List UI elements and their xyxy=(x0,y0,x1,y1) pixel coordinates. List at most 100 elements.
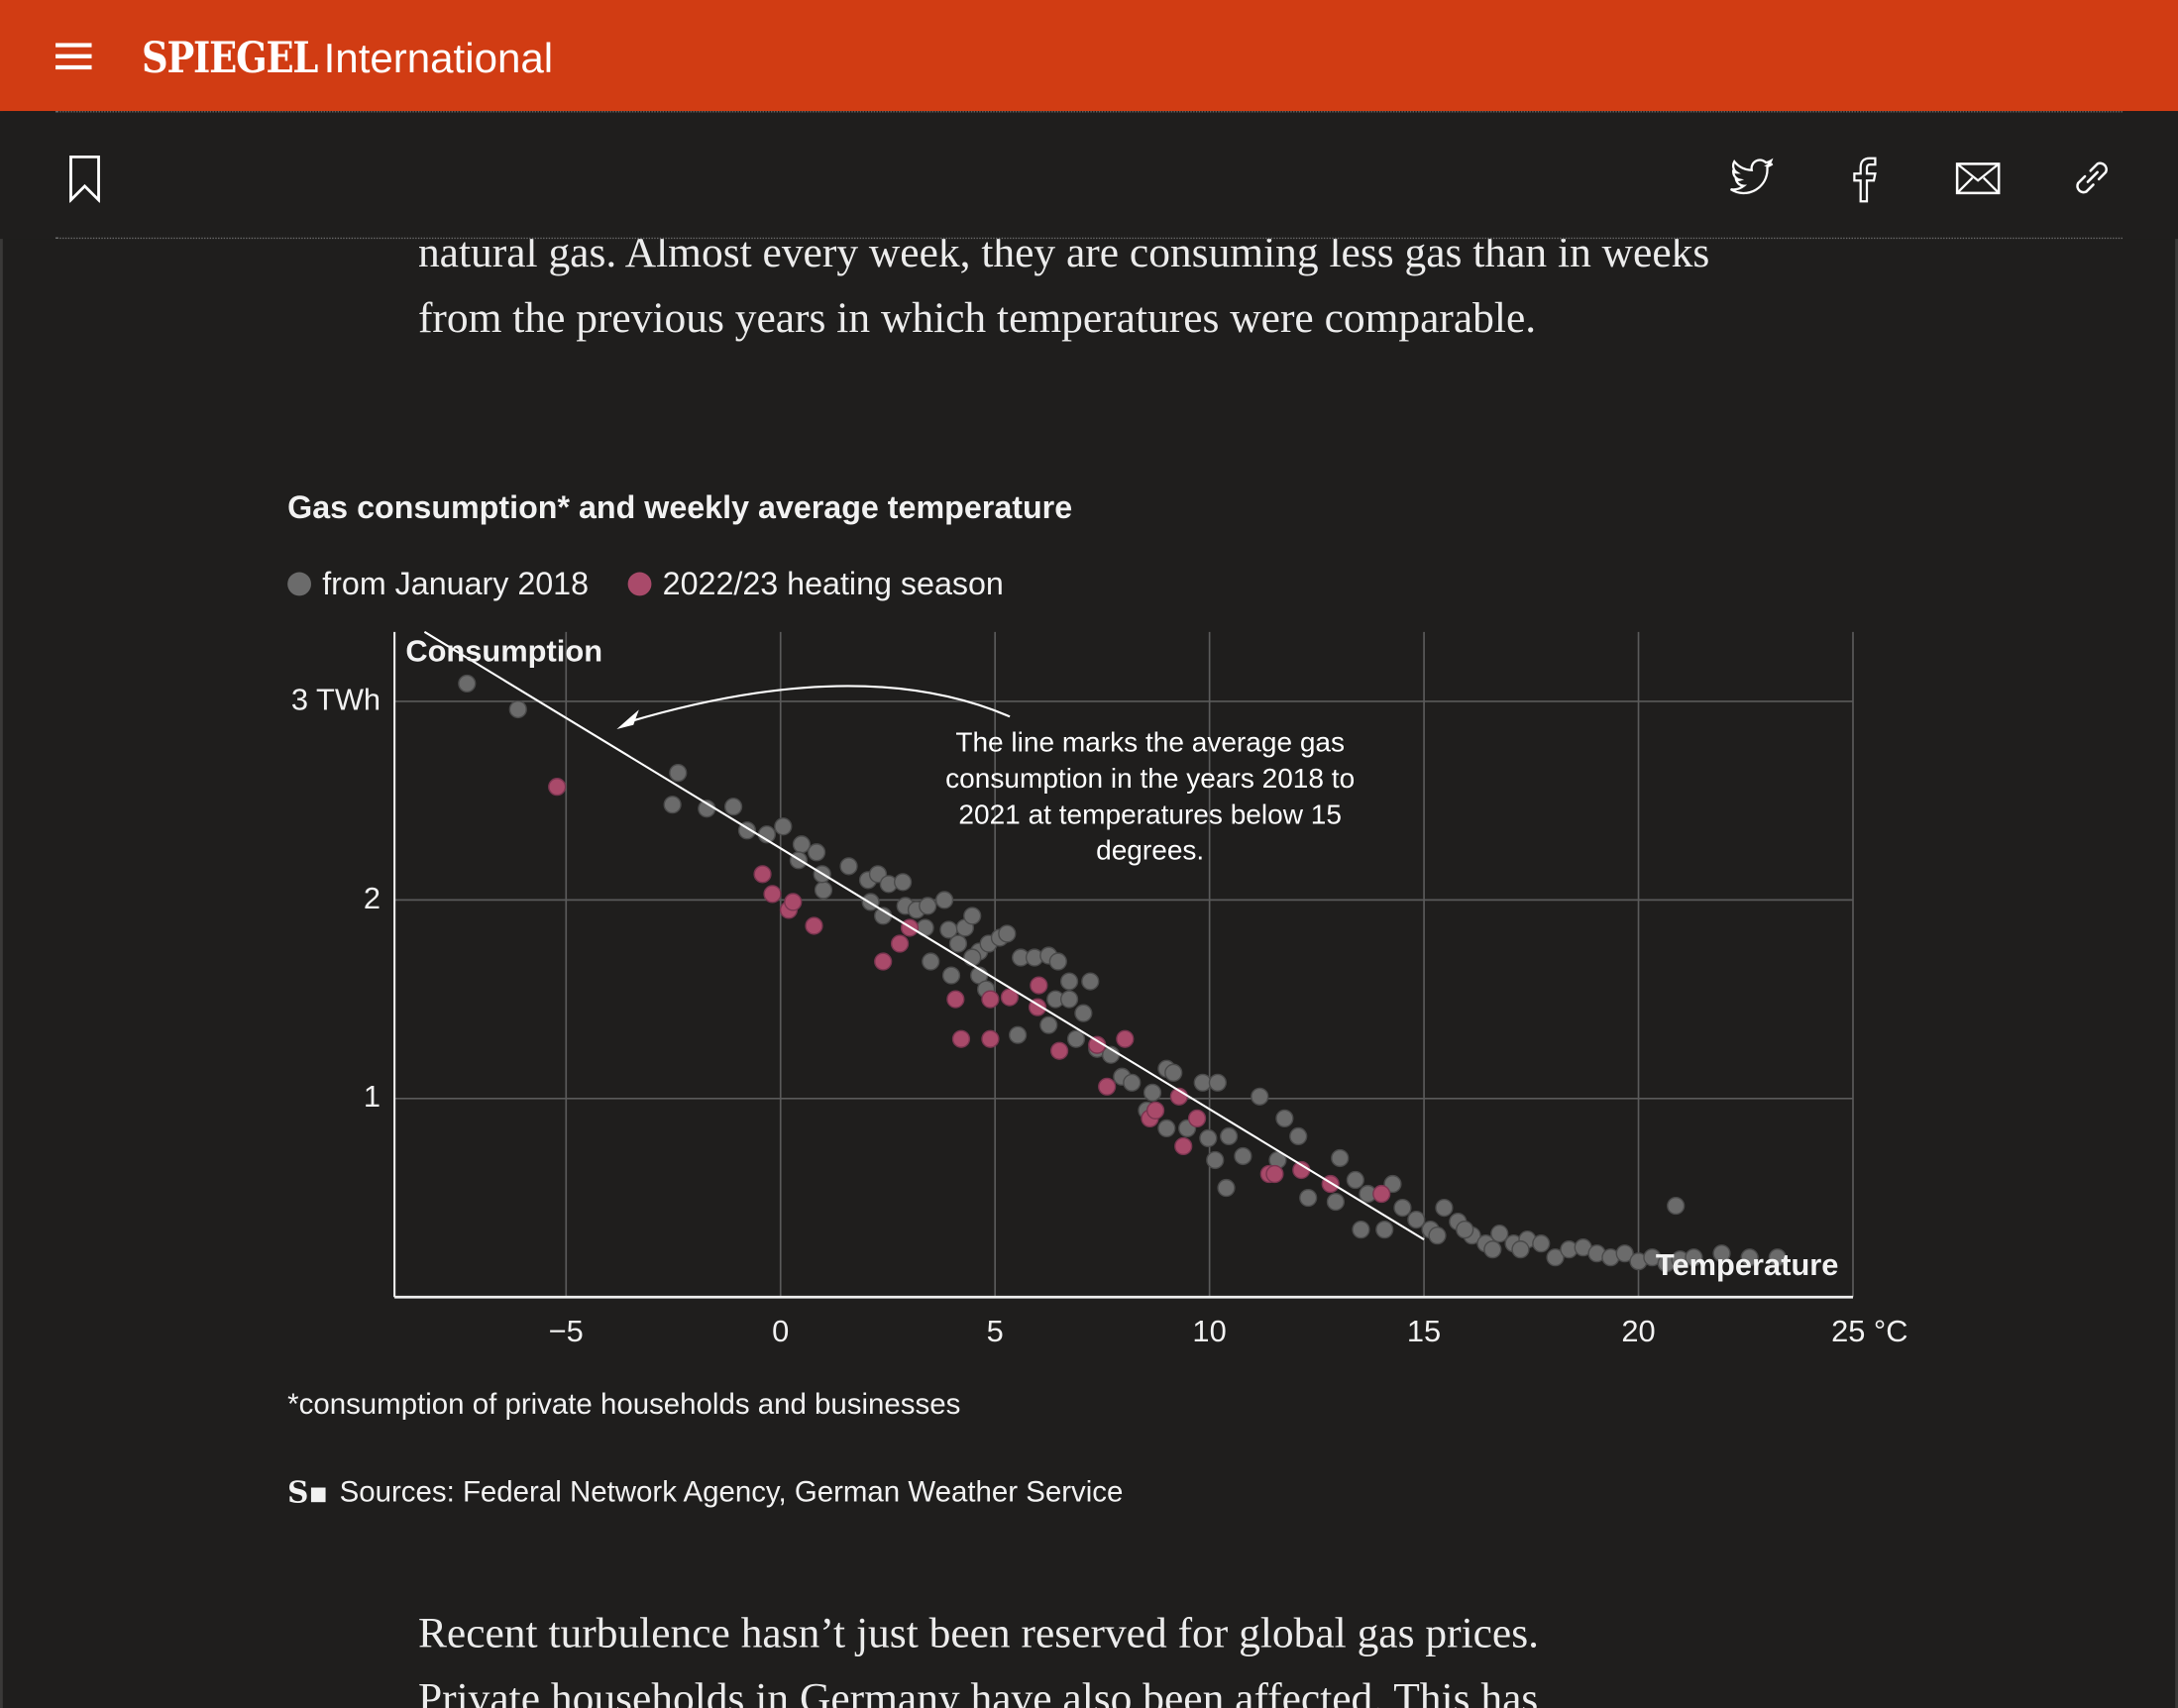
data-point-2022 xyxy=(805,916,823,935)
data-point-2018 xyxy=(1511,1240,1530,1259)
data-point-2018 xyxy=(774,817,793,836)
legend-label: 2022/23 heating season xyxy=(662,565,1004,601)
x-tick-label: 15 xyxy=(1406,1314,1442,1349)
data-point-2018 xyxy=(1066,1029,1086,1048)
data-point-2018 xyxy=(1143,1083,1162,1102)
chart-footnote: *consumption of private households and b… xyxy=(287,1388,961,1422)
data-point-2022 xyxy=(1187,1109,1207,1127)
data-point-2018 xyxy=(1059,972,1079,991)
data-point-2022 xyxy=(951,1029,971,1048)
y-tick-label: 3 TWh xyxy=(290,682,381,717)
data-point-2018 xyxy=(1490,1225,1509,1243)
data-point-2022 xyxy=(753,865,772,884)
data-point-2018 xyxy=(919,897,937,915)
data-point-2018 xyxy=(807,843,826,862)
twitter-icon[interactable] xyxy=(1726,153,1776,202)
data-point-2022 xyxy=(1098,1077,1117,1096)
data-point-2018 xyxy=(792,835,812,854)
facebook-icon[interactable] xyxy=(1839,153,1889,203)
section-name[interactable]: International xyxy=(323,36,554,82)
data-point-2018 xyxy=(1039,1015,1058,1034)
data-point-2018 xyxy=(1074,1004,1093,1022)
data-point-2018 xyxy=(1346,1170,1364,1190)
data-point-2018 xyxy=(934,891,954,909)
data-point-2018 xyxy=(1435,1198,1454,1218)
data-point-2022 xyxy=(946,990,965,1009)
mail-icon[interactable] xyxy=(1953,153,2003,202)
data-point-2022 xyxy=(1000,988,1020,1007)
data-point-2018 xyxy=(1009,1025,1028,1044)
legend-label: from January 2018 xyxy=(322,565,590,601)
data-point-2022 xyxy=(981,1029,1000,1048)
data-point-2018 xyxy=(663,796,682,814)
hamburger-icon[interactable] xyxy=(55,43,92,70)
x-tick-label: 10 xyxy=(1192,1314,1227,1349)
legend-swatch xyxy=(287,572,312,596)
data-point-2018 xyxy=(1428,1227,1447,1245)
data-point-2018 xyxy=(1483,1240,1502,1259)
data-point-2018 xyxy=(1234,1146,1252,1166)
data-point-2022 xyxy=(548,778,567,797)
annotation-arrow xyxy=(627,685,1011,723)
data-point-2022 xyxy=(784,893,803,911)
data-point-2018 xyxy=(1199,1128,1218,1148)
article-paragraph: Recent turbulence hasn’t just been reser… xyxy=(417,1608,1540,1708)
data-point-2018 xyxy=(1667,1196,1686,1216)
data-point-2022 xyxy=(874,952,893,971)
data-point-2018 xyxy=(1456,1221,1474,1239)
bookmark-icon[interactable] xyxy=(59,153,109,203)
link-icon[interactable] xyxy=(2067,153,2117,202)
data-point-2018 xyxy=(922,952,940,971)
chart-source: S▪ Sources: Federal Network Agency, Germ… xyxy=(287,1475,1123,1510)
data-point-2018 xyxy=(1299,1188,1318,1208)
data-point-2018 xyxy=(508,699,527,719)
data-point-2018 xyxy=(998,924,1017,943)
logo[interactable]: SPIEGEL xyxy=(141,33,318,84)
x-tick-label: −5 xyxy=(548,1314,584,1349)
data-point-2022 xyxy=(1174,1136,1193,1156)
x-tick-label: 25 °C xyxy=(1831,1314,1908,1349)
data-point-2022 xyxy=(1372,1184,1391,1204)
data-point-2018 xyxy=(963,948,982,967)
arrowhead-icon xyxy=(616,709,639,729)
data-point-2018 xyxy=(963,907,982,925)
data-point-2018 xyxy=(1383,1174,1402,1194)
article-toolbar xyxy=(0,111,2178,240)
data-point-2018 xyxy=(814,881,833,900)
data-point-2022 xyxy=(981,990,1000,1009)
legend-item: from January 2018 xyxy=(287,566,589,603)
divider xyxy=(55,111,2123,113)
page-border-left xyxy=(0,111,3,1708)
data-point-2018 xyxy=(1059,990,1079,1009)
data-point-2018 xyxy=(1712,1244,1731,1263)
data-point-2022 xyxy=(1030,976,1048,995)
data-point-2018 xyxy=(669,764,688,783)
data-point-2018 xyxy=(1193,1073,1212,1092)
data-point-2018 xyxy=(1164,1063,1183,1082)
source-text: Sources: Federal Network Agency, German … xyxy=(339,1475,1124,1508)
data-point-2018 xyxy=(1615,1244,1634,1263)
data-point-2018 xyxy=(1685,1248,1703,1267)
data-point-2018 xyxy=(723,798,743,816)
data-point-2018 xyxy=(948,934,968,953)
spiegel-s-logo-icon: S▪ xyxy=(287,1474,329,1510)
data-point-2018 xyxy=(1081,972,1100,991)
data-point-2018 xyxy=(1206,1150,1225,1170)
chart-title: Gas consumption* and weekly average temp… xyxy=(287,488,1073,525)
data-point-2018 xyxy=(1275,1109,1294,1127)
y-tick-label: 2 xyxy=(363,880,381,915)
chart-annotation: The line marks the average gas consumpti… xyxy=(945,727,1356,867)
y-tick-label: 1 xyxy=(363,1079,381,1115)
data-point-2018 xyxy=(1532,1234,1551,1253)
average-line xyxy=(423,630,1425,1241)
data-point-2018 xyxy=(1740,1248,1759,1267)
data-point-2018 xyxy=(1331,1148,1350,1168)
page-border-right xyxy=(2175,111,2178,1708)
data-point-2018 xyxy=(1219,1126,1239,1146)
legend-swatch xyxy=(627,572,652,596)
data-point-2018 xyxy=(1251,1087,1269,1106)
data-point-2018 xyxy=(893,873,913,892)
data-point-2022 xyxy=(1050,1041,1069,1060)
